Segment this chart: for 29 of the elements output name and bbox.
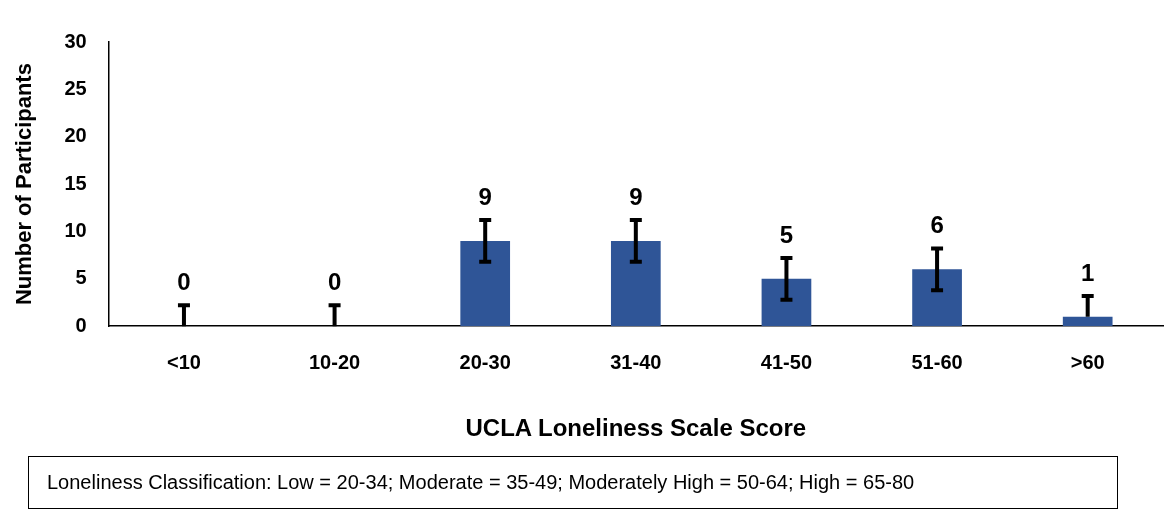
data-label: 0	[177, 267, 191, 295]
x-tick-label: 20-30	[459, 350, 511, 373]
y-tick-label: 15	[64, 171, 87, 194]
data-label: 9	[629, 182, 643, 210]
x-tick-label: >60	[1070, 350, 1105, 373]
x-tick-label: 51-60	[911, 350, 963, 373]
y-tick-label: 25	[64, 76, 87, 99]
bar	[460, 240, 511, 327]
y-tick-label: 5	[75, 266, 87, 289]
bar	[912, 269, 962, 327]
y-tick-label: 20	[64, 124, 87, 147]
data-label: 9	[478, 182, 492, 210]
y-tick-label: 10	[64, 218, 87, 241]
data-label: 6	[930, 211, 944, 239]
x-tick-label: 41-50	[760, 350, 813, 373]
x-axis-title: UCLA Loneliness Scale Score	[465, 414, 807, 442]
x-tick-label: <10	[166, 350, 201, 373]
bar	[1062, 316, 1113, 327]
text: Loneliness Classification: Low = 20-34; Moderate = 35-49; Moderately High = 50-64; High = 65-80	[28, 456, 1118, 509]
x-tick-label: 10-20	[309, 350, 361, 373]
data-label: 1	[1081, 258, 1095, 286]
y-axis-title: Number of Participants	[11, 63, 37, 306]
y-tick-label: 0	[75, 313, 87, 336]
data-label: 5	[779, 220, 794, 248]
bar	[761, 278, 812, 327]
data-label: 0	[327, 267, 342, 295]
x-tick-label: 31-40	[610, 350, 662, 373]
bar	[610, 240, 661, 327]
y-tick-label: 30	[64, 29, 87, 52]
